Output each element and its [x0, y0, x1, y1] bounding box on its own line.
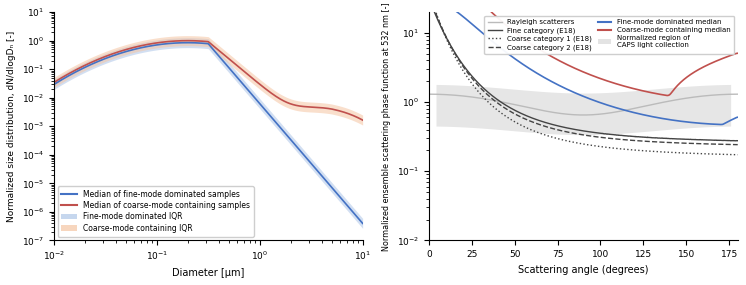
- Y-axis label: Normalized ensemble scattering phase function at 532 nm [-]: Normalized ensemble scattering phase fun…: [382, 2, 391, 251]
- Y-axis label: Normalized size distribution, dN/dlogDₙ [-]: Normalized size distribution, dN/dlogDₙ …: [7, 30, 16, 222]
- Legend: Rayleigh scatterers, Fine category (E18), Coarse category 1 (E18), Coarse catego: Rayleigh scatterers, Fine category (E18)…: [484, 16, 734, 54]
- X-axis label: Scattering angle (degrees): Scattering angle (degrees): [518, 265, 648, 275]
- X-axis label: Diameter [μm]: Diameter [μm]: [172, 268, 245, 278]
- Legend: Median of fine-mode dominated samples, Median of coarse-mode containing samples,: Median of fine-mode dominated samples, M…: [57, 186, 254, 237]
